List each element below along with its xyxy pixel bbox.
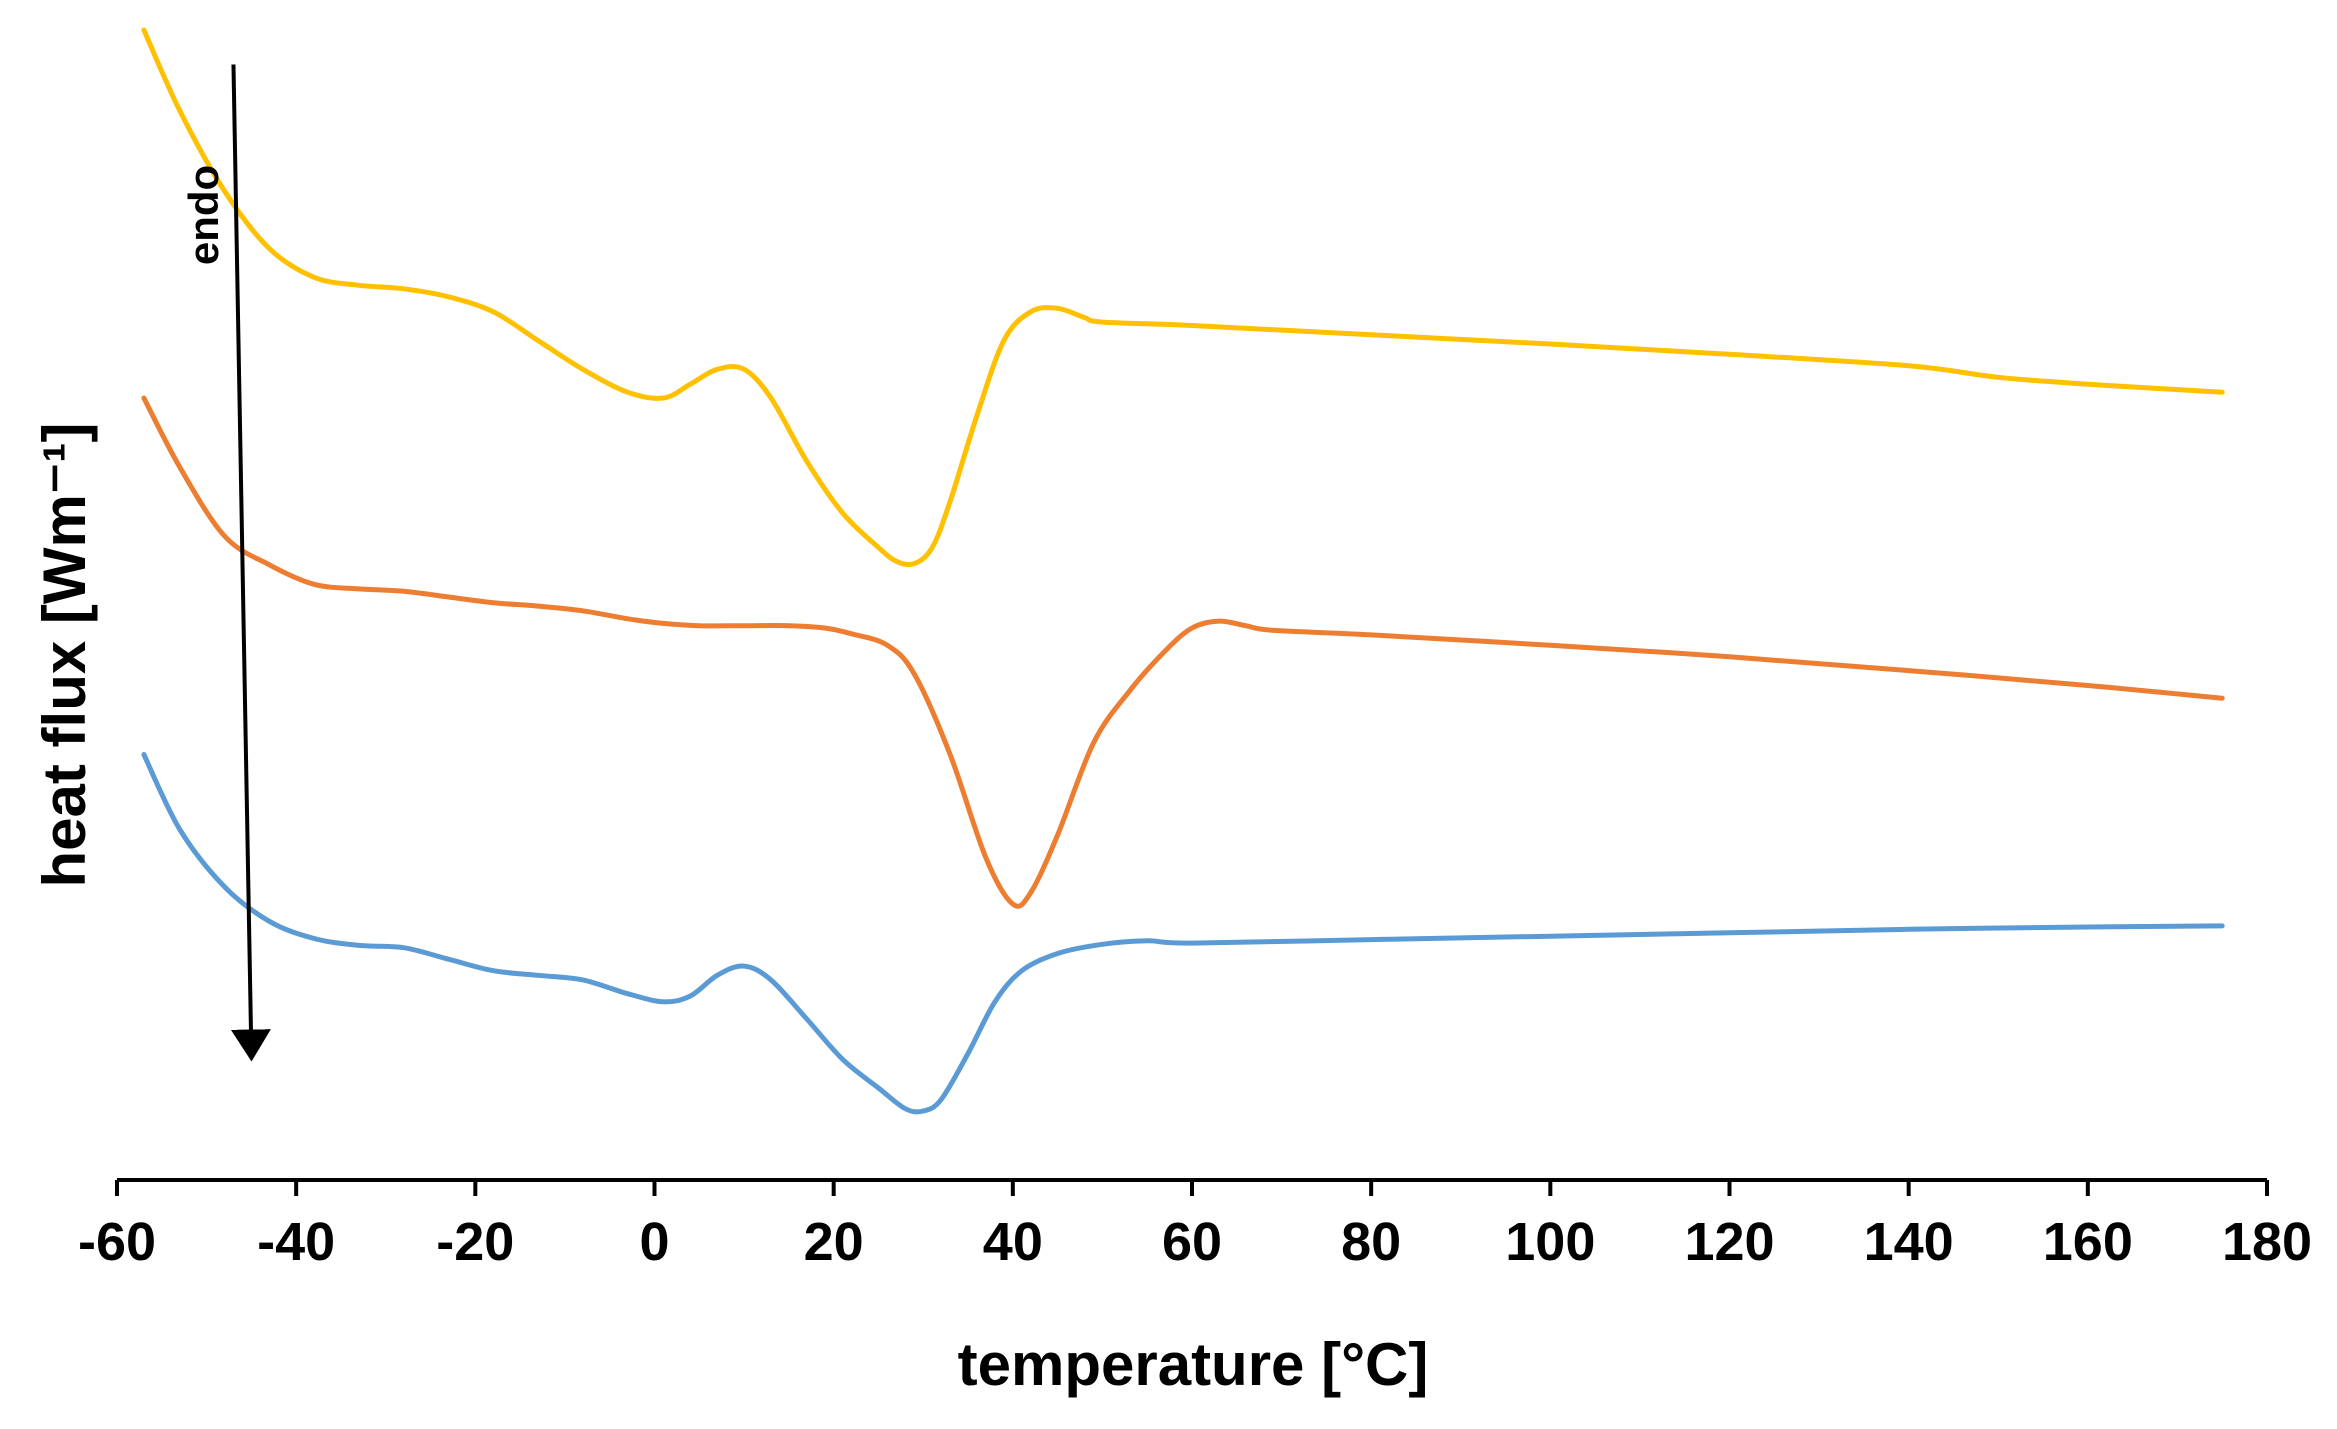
x-tick-label: 60 [1162, 1212, 1222, 1272]
series-line-yellow [141, 27, 2225, 568]
series-layer [141, 27, 2225, 1115]
x-tick-label: 20 [804, 1212, 864, 1272]
y-axis-title: heat flux [Wm⁻¹] [31, 423, 98, 888]
series-line-blue [141, 752, 2225, 1115]
x-tick-label: 40 [983, 1212, 1043, 1272]
x-tick-label: 0 [639, 1212, 669, 1272]
x-tick-label: 160 [2043, 1212, 2133, 1272]
endo-arrow [230, 64, 271, 1062]
x-tick-label: 80 [1341, 1212, 1401, 1272]
x-tick-label: 180 [2222, 1212, 2312, 1272]
series-line-orange [141, 395, 2225, 909]
x-tick-label: -40 [257, 1212, 335, 1272]
endo-annotation: endo [180, 64, 271, 1062]
x-tick-label: 120 [1684, 1212, 1774, 1272]
x-tick-label: -20 [436, 1212, 514, 1272]
endo-label: endo [180, 165, 227, 265]
x-tick-label: 100 [1505, 1212, 1595, 1272]
x-axis-ticks: -60 -40 -20 0 20 40 60 80 100 120 140 160 180 [78, 1180, 2312, 1272]
x-axis-title: temperature [°C] [958, 1331, 1429, 1398]
x-tick-label: 140 [1864, 1212, 1954, 1272]
x-tick-label: -60 [78, 1212, 156, 1272]
